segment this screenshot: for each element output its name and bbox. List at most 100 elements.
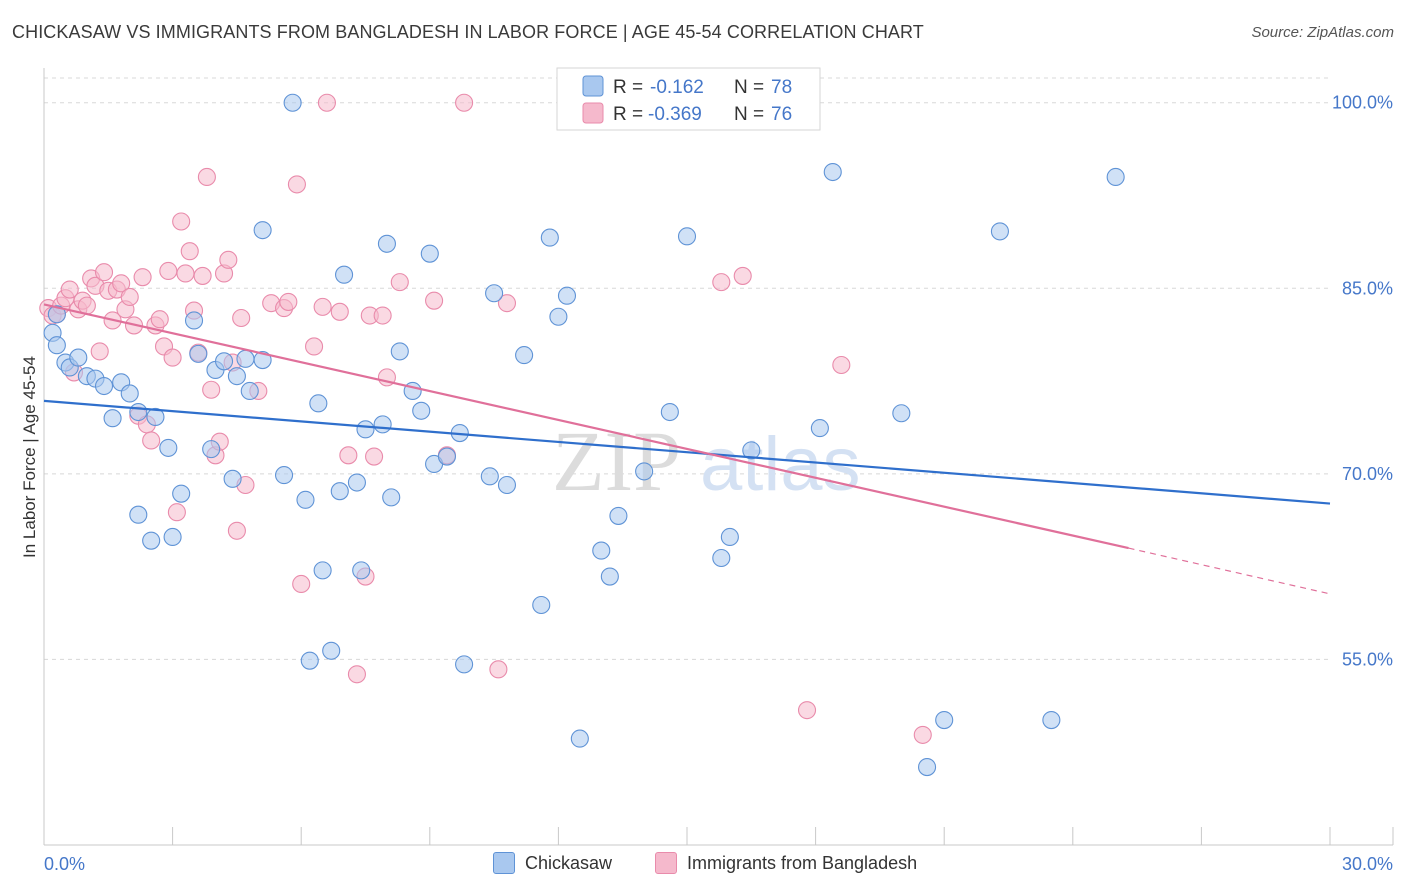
- point-chickasaw: [356, 420, 375, 439]
- point-bangladesh: [347, 665, 366, 684]
- trend-line-chickasaw: [43, 399, 1331, 505]
- point-bangladesh: [373, 306, 392, 325]
- point-chickasaw: [412, 401, 431, 420]
- point-bangladesh: [390, 273, 409, 292]
- point-bangladesh: [292, 574, 311, 594]
- legend-item-bangladesh: Immigrants from Bangladesh: [655, 852, 917, 874]
- x-tick-label: 30.0%: [1342, 854, 1393, 874]
- point-chickasaw: [377, 234, 396, 253]
- point-chickasaw: [253, 221, 272, 240]
- point-chickasaw: [120, 384, 139, 403]
- point-chickasaw: [570, 729, 589, 748]
- point-bangladesh: [112, 274, 131, 293]
- point-bangladesh: [202, 380, 221, 399]
- point-bangladesh: [365, 447, 384, 466]
- point-bangladesh: [313, 297, 332, 316]
- legend-n-label: N =: [734, 104, 764, 125]
- point-bangladesh: [150, 310, 169, 329]
- axes: [43, 68, 1394, 846]
- point-bangladesh: [163, 348, 182, 367]
- y-tick-label: 100.0%: [1332, 93, 1393, 113]
- point-chickasaw: [485, 284, 504, 303]
- point-bangladesh: [219, 250, 238, 269]
- point-bangladesh: [133, 268, 152, 287]
- point-chickasaw: [720, 527, 739, 547]
- point-chickasaw: [189, 344, 208, 363]
- point-chickasaw: [103, 409, 122, 428]
- trend-line-bangladesh-extension: [1128, 547, 1331, 595]
- point-chickasaw: [532, 595, 551, 615]
- point-chickasaw: [223, 469, 242, 488]
- point-bangladesh: [497, 294, 517, 313]
- point-bangladesh: [733, 266, 752, 285]
- point-chickasaw: [347, 473, 366, 492]
- source-credit: Source: ZipAtlas.com: [1251, 24, 1394, 41]
- legend-label-chickasaw: Chickasaw: [525, 852, 613, 873]
- point-chickasaw: [335, 265, 354, 284]
- watermark: ZIP atlas: [552, 413, 861, 509]
- point-bangladesh: [90, 342, 109, 361]
- point-bangladesh: [197, 167, 216, 187]
- point-chickasaw: [810, 419, 829, 438]
- point-bangladesh: [180, 242, 199, 261]
- point-chickasaw: [129, 505, 148, 524]
- data-points: [39, 93, 1125, 777]
- point-chickasaw: [592, 541, 611, 560]
- point-chickasaw: [352, 561, 371, 580]
- y-tick-label: 85.0%: [1342, 278, 1393, 298]
- point-chickasaw: [1042, 711, 1061, 730]
- point-chickasaw: [549, 307, 568, 326]
- point-bangladesh: [176, 264, 195, 283]
- legend-item-chickasaw: Chickasaw: [493, 852, 612, 874]
- point-chickasaw: [146, 407, 165, 427]
- point-chickasaw: [227, 367, 246, 386]
- point-chickasaw: [300, 651, 319, 670]
- point-chickasaw: [515, 346, 534, 365]
- point-chickasaw: [47, 336, 66, 355]
- point-bangladesh: [317, 93, 336, 112]
- point-chickasaw: [214, 352, 234, 371]
- point-bangladesh: [227, 521, 246, 540]
- point-chickasaw: [129, 402, 148, 422]
- point-chickasaw: [742, 441, 761, 460]
- point-bangladesh: [489, 660, 508, 679]
- legend-swatch-bangladesh: [655, 852, 677, 874]
- point-chickasaw: [159, 438, 178, 457]
- trend-lines: [43, 303, 1331, 595]
- point-chickasaw: [420, 244, 439, 263]
- point-chickasaw: [677, 227, 697, 246]
- point-chickasaw: [712, 548, 731, 568]
- point-bangladesh: [193, 266, 212, 285]
- point-bangladesh: [832, 355, 851, 375]
- y-tick-label: 55.0%: [1342, 649, 1393, 669]
- point-chickasaw: [47, 305, 66, 324]
- point-bangladesh: [120, 287, 139, 307]
- point-chickasaw: [142, 531, 161, 550]
- point-chickasaw: [892, 404, 911, 423]
- point-bangladesh: [159, 261, 178, 281]
- legend-label-bangladesh: Immigrants from Bangladesh: [687, 852, 918, 873]
- point-chickasaw: [609, 506, 628, 525]
- point-chickasaw: [163, 527, 182, 547]
- point-chickasaw: [330, 482, 349, 501]
- legend-n-value: 78: [771, 77, 792, 98]
- chart-title: CHICKASAW VS IMMIGRANTS FROM BANGLADESH …: [12, 22, 924, 42]
- point-bangladesh: [913, 725, 932, 744]
- point-chickasaw: [660, 402, 679, 422]
- point-chickasaw: [540, 228, 559, 247]
- point-chickasaw: [918, 758, 937, 777]
- point-chickasaw: [69, 348, 88, 367]
- point-chickasaw: [184, 311, 204, 330]
- point-chickasaw: [455, 655, 474, 674]
- point-chickasaw: [309, 394, 328, 413]
- legend-r-value: -0.162: [650, 77, 704, 98]
- point-chickasaw: [296, 490, 315, 509]
- legend-swatch-chickasaw: [493, 852, 515, 874]
- point-bangladesh: [712, 273, 731, 292]
- point-bangladesh: [455, 93, 474, 112]
- point-chickasaw: [1106, 167, 1125, 187]
- point-chickasaw: [202, 440, 221, 459]
- point-chickasaw: [935, 711, 954, 730]
- point-chickasaw: [823, 162, 842, 182]
- point-chickasaw: [437, 447, 456, 466]
